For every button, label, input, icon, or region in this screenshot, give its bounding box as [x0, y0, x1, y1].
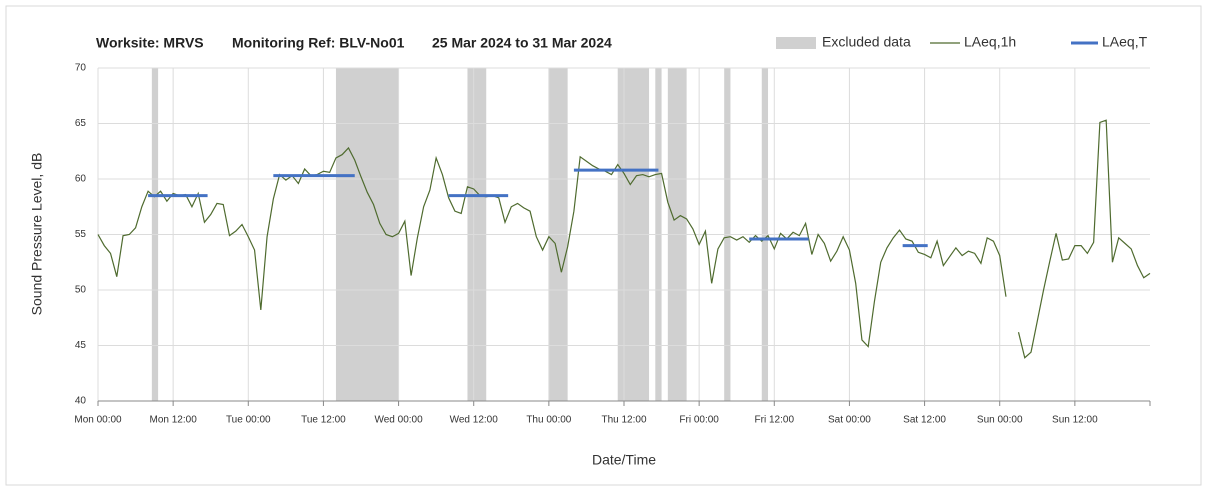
x-tick-label: Wed 12:00 — [450, 415, 499, 426]
y-tick-label: 40 — [75, 396, 87, 407]
x-tick-label: Wed 00:00 — [374, 415, 423, 426]
y-tick-label: 50 — [75, 285, 87, 296]
y-axis-title: Sound Pressure Level, dB — [29, 153, 45, 316]
x-tick-label: Mon 00:00 — [74, 415, 122, 426]
data-line — [97, 119, 1151, 359]
x-tick-label: Fri 12:00 — [755, 415, 795, 426]
x-tick-label: Tue 00:00 — [226, 415, 271, 426]
x-axis-title: Date/Time — [592, 452, 656, 468]
x-tick-label: Mon 12:00 — [150, 415, 198, 426]
x-tick-label: Fri 00:00 — [679, 415, 719, 426]
x-tick-label: Sat 12:00 — [903, 415, 946, 426]
x-tick-label: Sun 12:00 — [1052, 415, 1098, 426]
y-tick-label: 55 — [75, 229, 87, 240]
x-tick-label: Tue 12:00 — [301, 415, 346, 426]
legend-label: LAeq,T — [1102, 34, 1148, 50]
chart-border — [5, 5, 1202, 486]
y-tick-label: 70 — [75, 63, 87, 74]
legend-swatch — [776, 37, 816, 49]
x-tick-label: Thu 12:00 — [601, 415, 646, 426]
chart-title: 25 Mar 2024 to 31 Mar 2024 — [432, 35, 612, 51]
chart-title: Monitoring Ref: BLV-No01 — [232, 35, 405, 51]
legend-label: LAeq,1h — [964, 34, 1016, 50]
chart-title: Worksite: MRVS — [96, 35, 204, 51]
y-tick-label: 45 — [75, 340, 87, 351]
x-tick-label: Sun 00:00 — [977, 415, 1023, 426]
y-tick-label: 65 — [75, 118, 87, 129]
y-tick-label: 60 — [75, 174, 87, 185]
legend-label: Excluded data — [822, 34, 911, 50]
x-tick-label: Thu 00:00 — [526, 415, 571, 426]
x-tick-label: Sat 00:00 — [828, 415, 871, 426]
